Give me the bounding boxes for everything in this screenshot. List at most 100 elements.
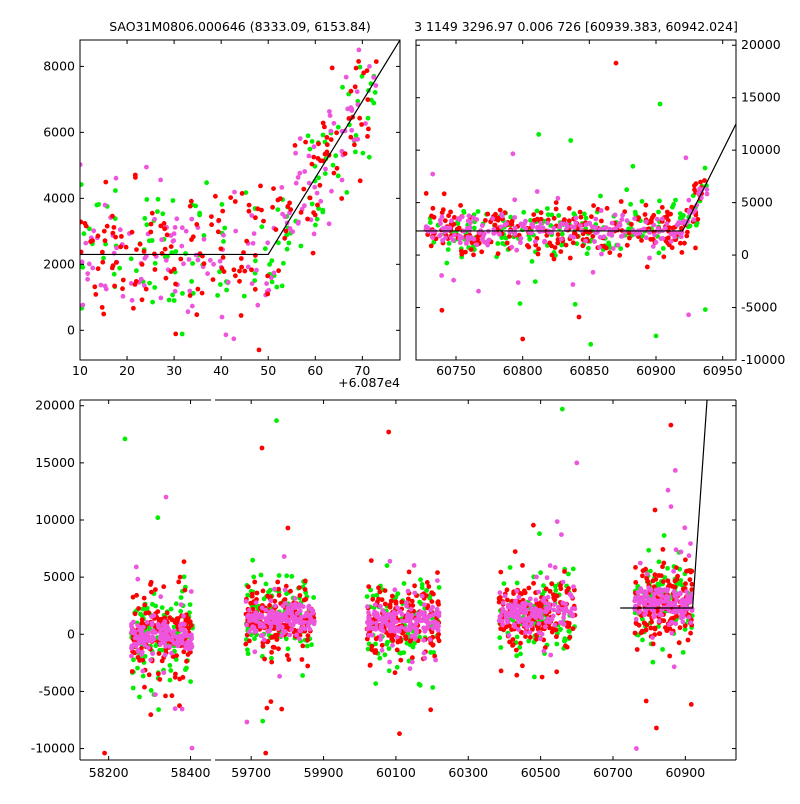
data-point <box>599 218 604 224</box>
data-point <box>182 622 187 627</box>
data-point <box>702 165 708 171</box>
data-point <box>120 293 126 299</box>
data-point <box>511 622 517 628</box>
data-point <box>284 591 289 597</box>
data-point <box>650 641 656 647</box>
data-point <box>272 619 277 624</box>
data-point <box>302 587 308 592</box>
data-point <box>252 629 258 635</box>
data-point <box>188 198 194 204</box>
data-point <box>617 252 623 258</box>
data-point <box>146 672 152 678</box>
data-point <box>566 218 572 224</box>
data-point <box>164 232 170 238</box>
data-point <box>101 255 106 261</box>
data-point <box>568 138 574 143</box>
data-point <box>668 239 674 244</box>
data-point <box>260 632 266 638</box>
data-point <box>324 142 330 148</box>
data-point <box>160 640 166 645</box>
data-point <box>272 586 278 592</box>
data-point <box>497 635 503 641</box>
data-point <box>670 609 676 615</box>
data-point <box>591 203 596 209</box>
data-point <box>486 237 492 243</box>
data-point <box>298 628 304 634</box>
data-point <box>140 668 146 674</box>
data-point <box>672 468 678 473</box>
data-point <box>657 101 663 107</box>
data-point <box>188 632 194 638</box>
data-point <box>558 586 564 592</box>
data-point <box>268 587 273 593</box>
data-point <box>334 165 340 171</box>
data-point <box>568 234 574 239</box>
data-point <box>159 632 165 638</box>
data-point <box>430 642 436 648</box>
data-point <box>645 596 651 601</box>
data-point <box>571 211 577 217</box>
data-point <box>423 618 429 623</box>
panel1-points <box>80 40 400 353</box>
data-point <box>276 268 281 274</box>
y-tick-label: 10000 <box>741 142 781 157</box>
data-point <box>346 116 352 121</box>
data-point <box>141 249 147 254</box>
data-point <box>554 634 559 640</box>
data-point <box>231 267 237 273</box>
data-point <box>635 590 641 595</box>
data-point <box>80 302 86 308</box>
data-point <box>265 240 271 246</box>
data-point <box>237 278 242 284</box>
data-point <box>634 595 640 601</box>
data-point <box>156 651 162 656</box>
data-point <box>101 228 107 234</box>
data-point <box>687 577 693 583</box>
data-point <box>283 583 289 589</box>
data-point <box>359 122 364 127</box>
data-point <box>178 608 184 614</box>
data-point <box>187 293 193 298</box>
data-point <box>382 601 388 607</box>
data-point <box>485 242 490 248</box>
data-point <box>604 205 610 211</box>
data-point <box>664 209 670 215</box>
data-point <box>149 620 155 626</box>
data-point <box>177 676 183 682</box>
data-point <box>113 234 118 240</box>
data-point <box>547 563 553 568</box>
data-point <box>497 207 503 213</box>
data-point <box>556 604 561 610</box>
data-point <box>245 592 251 598</box>
data-point <box>137 241 143 247</box>
data-point <box>158 177 164 183</box>
data-point <box>670 204 675 210</box>
data-point <box>426 584 432 589</box>
data-point <box>139 297 145 303</box>
data-point <box>527 596 533 602</box>
data-point <box>373 636 379 642</box>
data-point <box>370 596 376 602</box>
data-point <box>118 244 124 250</box>
data-point <box>167 644 173 649</box>
data-point <box>80 182 84 187</box>
data-point <box>577 209 583 215</box>
data-point <box>288 588 293 594</box>
data-point <box>322 151 328 157</box>
data-point <box>589 224 595 230</box>
data-point <box>276 240 281 246</box>
data-point <box>269 655 274 661</box>
data-point <box>149 210 155 216</box>
data-point <box>173 331 179 337</box>
data-point <box>222 225 228 231</box>
top-right-title: 3 1149 3296.97 0.006 726 [60939.383, 609… <box>414 19 738 34</box>
y-tick-label: -5000 <box>741 300 777 315</box>
data-point <box>302 169 308 174</box>
data-point <box>129 297 135 303</box>
data-point <box>188 646 193 652</box>
data-point <box>526 638 532 644</box>
data-point <box>81 231 87 237</box>
data-point <box>365 97 371 102</box>
data-point <box>168 233 174 238</box>
data-point <box>190 261 196 266</box>
